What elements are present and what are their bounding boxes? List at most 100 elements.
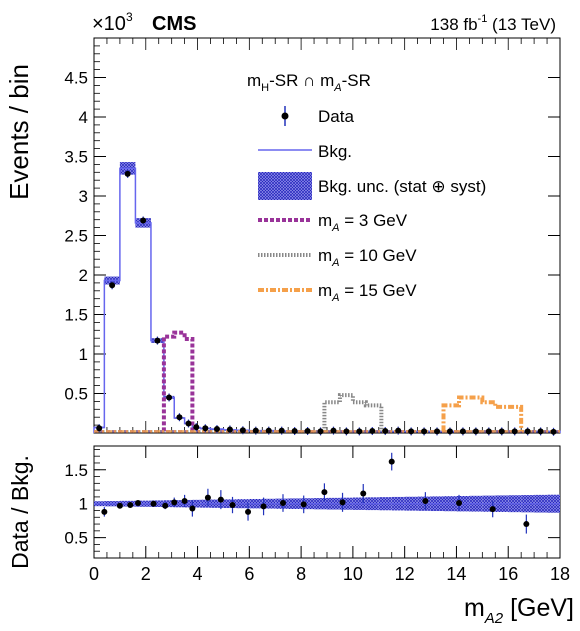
legend-entry-bkg-unc: Bkg. unc. (stat ⊕ syst) [258, 172, 486, 200]
ratio-points [101, 452, 530, 534]
ratio-panel: 0.5 1 1.5 0 2 4 6 8 10 12 14 16 18 Data / Bkg. mA2 … [7, 445, 574, 627]
ratio-point [204, 494, 211, 501]
luminosity-label: 138 fb-1 (13 TeV) [430, 13, 556, 34]
data-points [96, 169, 557, 436]
main-ytick-label: 1.5 [64, 306, 88, 325]
main-ytick-label: 2 [79, 266, 88, 285]
data-point [291, 428, 298, 435]
ratio-point [171, 499, 178, 506]
legend-region: mH-SR ∩ mA-SR [247, 71, 371, 94]
data-point [317, 428, 324, 435]
ratio-xtick-label: 10 [343, 564, 363, 584]
ratio-xtick-label: 12 [395, 564, 415, 584]
data-point [213, 426, 220, 433]
main-ytick-label: 1 [79, 345, 88, 364]
data-point [226, 426, 233, 433]
data-point [472, 428, 479, 435]
data-point [278, 427, 285, 434]
data-point [140, 217, 147, 224]
ratio-point [217, 496, 224, 503]
ratio-xtick-label: 16 [498, 564, 518, 584]
ratio-xtick-label: 2 [141, 564, 151, 584]
data-point [109, 282, 116, 289]
data-point [459, 428, 466, 435]
signal-histogram [441, 395, 524, 432]
legend-entry-bkg: Bkg. [258, 142, 352, 161]
ratio-point [279, 500, 286, 507]
data-point [434, 428, 441, 435]
data-point [485, 428, 492, 435]
ratio-ytick-label: 1.5 [64, 461, 88, 480]
legend-bkg-unc-swatch [258, 172, 312, 200]
data-point [252, 427, 259, 434]
legend-bkg-label: Bkg. [318, 142, 352, 161]
data-point [356, 428, 363, 435]
data-point [498, 428, 505, 435]
legend-entry-signal-10: mA = 10 GeV [258, 246, 417, 269]
ratio-ytick-label: 0.5 [64, 529, 88, 548]
data-point [550, 428, 557, 435]
data-point [176, 414, 183, 421]
ratio-point [456, 500, 463, 507]
ratio-xtick-label: 4 [193, 564, 203, 584]
legend: mH-SR ∩ mA-SR Data Bkg. Bkg. unc. (stat … [247, 71, 486, 304]
legend-entry-signal-3: mA = 3 GeV [258, 211, 408, 234]
ratio-point [388, 458, 395, 465]
ratio-point [245, 508, 252, 515]
data-point [330, 427, 337, 434]
ratio-point [181, 497, 188, 504]
data-point [421, 428, 428, 435]
main-ytick-label: 3.5 [64, 148, 88, 167]
data-point [446, 428, 453, 435]
ratio-point [339, 499, 346, 506]
data-point [96, 425, 103, 432]
ratio-point [150, 500, 157, 507]
data-point [265, 427, 272, 434]
ratio-point [422, 497, 429, 504]
main-y-axis: 0.5 1 1.5 2 2.5 3 3.5 4 4.5 [64, 37, 560, 426]
data-point [382, 428, 389, 435]
main-ytick-label: 2.5 [64, 227, 88, 246]
data-point [395, 427, 402, 434]
legend-data-label: Data [318, 107, 354, 126]
signal-histograms [94, 330, 560, 433]
data-point [166, 394, 173, 401]
data-point [154, 337, 161, 344]
main-ytick-label: 0.5 [64, 385, 88, 404]
ratio-y-axis-label: Data / Bkg. [7, 455, 33, 569]
data-point [202, 425, 209, 432]
ratio-point [321, 489, 328, 496]
main-ytick-label: 4.5 [64, 69, 88, 88]
ratio-xtick-label: 0 [89, 564, 99, 584]
legend-signal-15-label: mA = 15 GeV [318, 281, 417, 304]
ratio-point [229, 502, 236, 509]
ratio-point [489, 506, 496, 513]
main-panel: 0.5 1 1.5 2 2.5 3 3.5 4 4.5 Events / bin [4, 37, 561, 436]
experiment-label: CMS [152, 13, 196, 35]
legend-entry-data: Data [281, 106, 354, 126]
ratio-point [101, 508, 108, 515]
legend-entry-signal-15: mA = 15 GeV [258, 281, 417, 304]
data-point [537, 428, 544, 435]
legend-bkg-unc-label: Bkg. unc. (stat ⊕ syst) [318, 177, 486, 196]
data-point [304, 428, 311, 435]
signal-histogram [322, 393, 384, 432]
ratio-point [360, 490, 367, 497]
data-point [343, 428, 350, 435]
ratio-ytick-label: 1 [79, 495, 88, 514]
ratio-x-axis: 0 2 4 6 8 10 12 14 16 18 [89, 446, 570, 584]
main-y-axis-label: Events / bin [4, 64, 34, 200]
legend-data-marker [281, 112, 289, 120]
signal-histogram [161, 330, 195, 432]
ratio-xtick-label: 18 [550, 564, 570, 584]
data-point [369, 428, 376, 435]
data-point [193, 424, 200, 431]
ratio-xtick-label: 6 [244, 564, 254, 584]
data-point [524, 428, 531, 435]
ratio-point [260, 503, 267, 510]
ratio-point [162, 502, 169, 509]
ratio-xtick-label: 14 [446, 564, 466, 584]
ratio-point [189, 505, 196, 512]
data-point [408, 428, 415, 435]
